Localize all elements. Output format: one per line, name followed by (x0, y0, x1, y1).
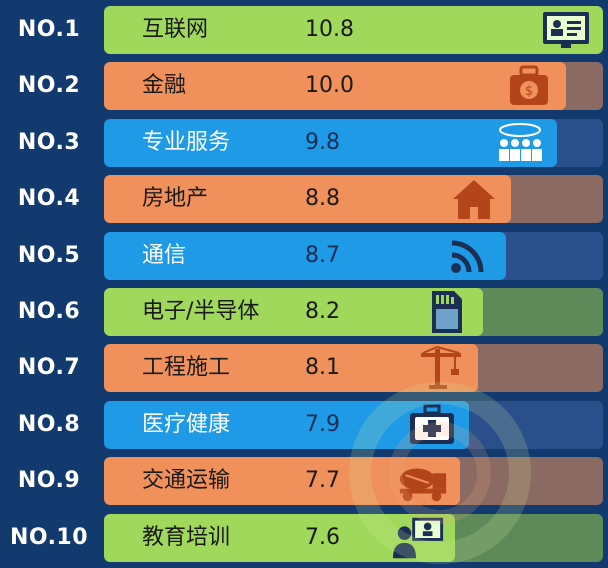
rank-label: NO.6 (17, 299, 81, 324)
category-label: 医疗健康 (142, 412, 231, 437)
bar (104, 119, 557, 167)
signal-icon (442, 233, 496, 279)
medical-kit-icon (405, 402, 459, 448)
cement-truck-icon (396, 458, 450, 504)
bar (104, 232, 506, 280)
memory-card-icon (419, 289, 473, 335)
category-label: 通信 (142, 243, 187, 268)
value-label: 8.2 (305, 299, 340, 324)
category-label: 专业服务 (142, 130, 231, 155)
rank-label: NO.10 (9, 525, 89, 550)
value-label: 8.1 (305, 355, 340, 380)
rank-label: NO.3 (17, 130, 81, 155)
house-icon (447, 176, 501, 222)
bar (104, 62, 567, 110)
value-label: 7.7 (305, 468, 340, 493)
rank-label: NO.4 (17, 186, 81, 211)
value-label: 9.8 (305, 130, 340, 155)
category-label: 交通运输 (142, 468, 231, 493)
category-label: 电子/半导体 (142, 299, 260, 324)
team-meeting-icon (493, 120, 547, 166)
value-label: 8.8 (305, 186, 340, 211)
teacher-board-icon (391, 515, 445, 561)
bar-track (104, 6, 603, 54)
bar-track (104, 232, 603, 280)
category-label: 金融 (142, 73, 187, 98)
rank-label: NO.2 (17, 73, 81, 98)
tower-crane-icon (414, 345, 468, 391)
category-label: 互联网 (142, 17, 209, 42)
bar (104, 175, 511, 223)
rank-label: NO.7 (17, 355, 81, 380)
rank-label: NO.9 (17, 468, 81, 493)
money-bag-icon: $ (502, 63, 556, 109)
svg-text:$: $ (525, 84, 533, 99)
value-label: 7.9 (305, 412, 340, 437)
category-label: 教育培训 (142, 525, 231, 550)
category-label: 房地产 (142, 186, 209, 211)
value-label: 8.7 (305, 243, 340, 268)
bar-track (104, 401, 603, 449)
bar-track (104, 288, 603, 336)
bar (104, 6, 603, 54)
bar-track (104, 514, 603, 562)
bar-track (104, 175, 603, 223)
bar-track (104, 344, 603, 392)
bar (104, 288, 483, 336)
bar (104, 401, 469, 449)
bar (104, 344, 479, 392)
monitor-profile-icon (539, 7, 593, 53)
category-label: 工程施工 (142, 355, 231, 380)
rank-label: NO.8 (17, 412, 81, 437)
value-label: 10.0 (305, 73, 354, 98)
value-label: 10.8 (305, 17, 354, 42)
rank-label: NO.1 (17, 17, 81, 42)
rank-label: NO.5 (17, 243, 81, 268)
value-label: 7.6 (305, 525, 340, 550)
